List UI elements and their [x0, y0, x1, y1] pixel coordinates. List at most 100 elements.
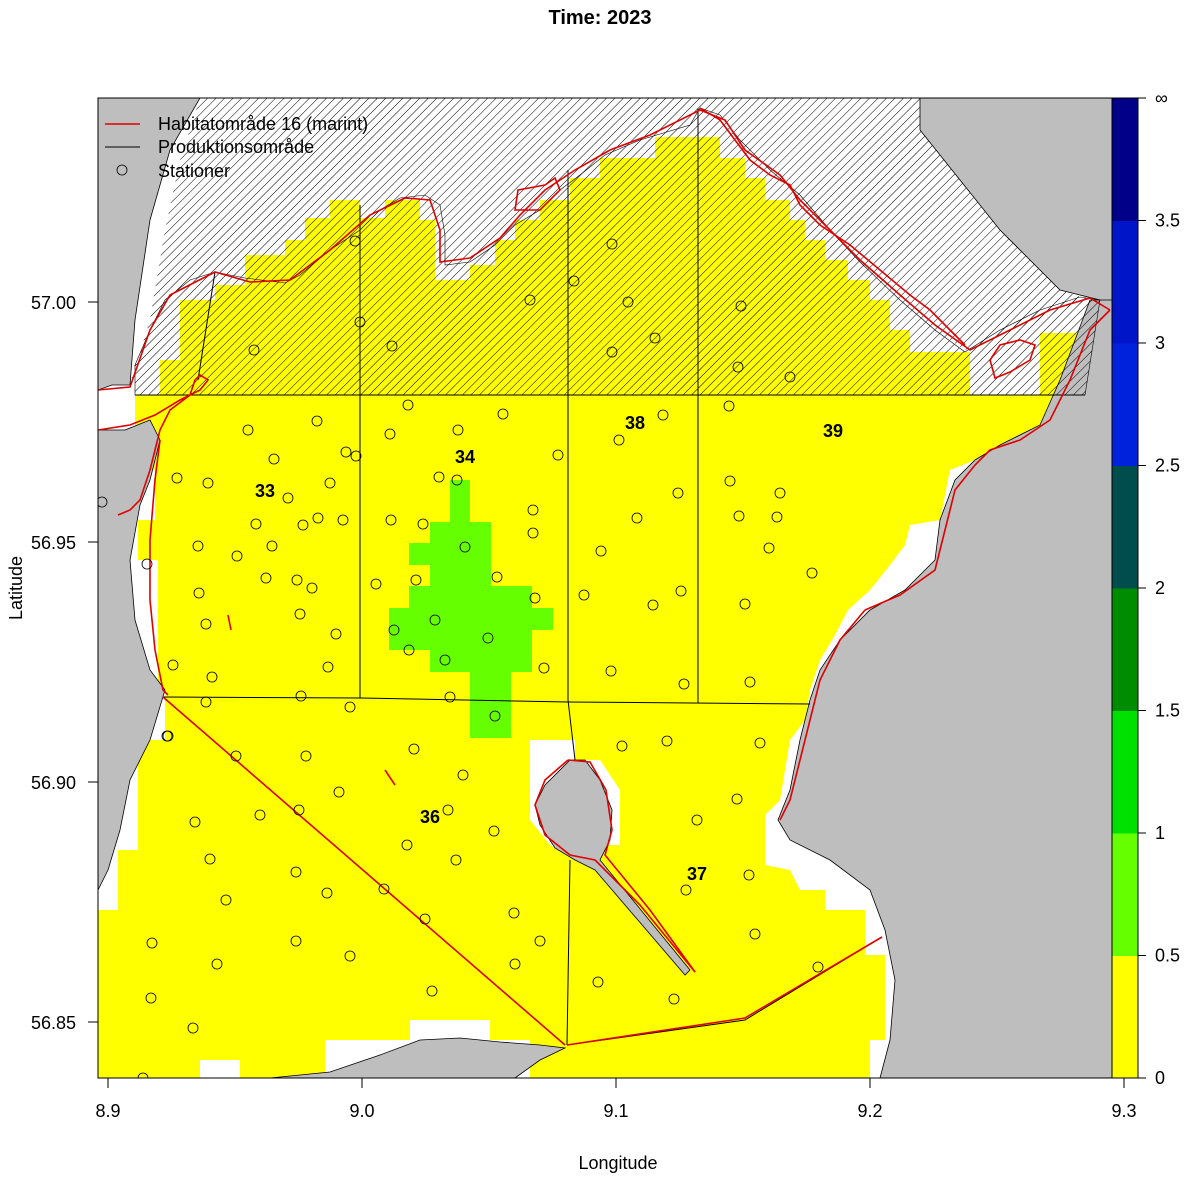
station-marker	[784, 371, 796, 383]
station-marker	[568, 275, 580, 287]
station-marker	[724, 475, 736, 487]
station-marker	[204, 853, 216, 865]
chart-title: Time: 2023	[548, 7, 651, 29]
station-marker	[171, 472, 183, 484]
station-marker	[691, 814, 703, 826]
y-tick-label: 56.95	[31, 533, 76, 553]
station-marker	[385, 514, 397, 526]
station-marker	[408, 743, 420, 755]
colorbar-label: 3	[1155, 333, 1165, 353]
station-marker	[386, 340, 398, 352]
station-marker	[242, 424, 254, 436]
colorbar-label: ∞	[1155, 88, 1168, 108]
legend-production-label: Produktionsområde	[158, 137, 314, 157]
x-tick-label: 9.1	[603, 1101, 628, 1121]
station-marker	[220, 894, 232, 906]
legend-station-icon	[116, 164, 128, 176]
station-marker	[731, 793, 743, 805]
x-tick-label: 8.9	[95, 1101, 120, 1121]
station-marker	[282, 492, 294, 504]
station-marker	[647, 599, 659, 611]
station-marker	[167, 659, 179, 671]
station-marker	[451, 474, 463, 486]
station-marker	[294, 608, 306, 620]
colorbar-bin	[1112, 833, 1138, 956]
station-marker	[293, 804, 305, 816]
colorbar-label: 0	[1155, 1068, 1165, 1088]
colorbar-labels: 0 0.5 1 1.5 2 2.5 3 3.5 ∞	[1138, 88, 1180, 1088]
station-marker	[290, 935, 302, 947]
station-marker	[333, 786, 345, 798]
station-marker	[661, 735, 673, 747]
colorbar-bin	[1112, 710, 1138, 834]
station-marker	[744, 676, 756, 688]
colorbar-label: 0.5	[1155, 946, 1180, 966]
land-west-north	[98, 98, 201, 391]
colorbar-bin	[1112, 465, 1138, 589]
station-marker	[489, 710, 501, 722]
station-marker	[605, 665, 617, 677]
station-marker	[200, 696, 212, 708]
station-marker	[680, 884, 692, 896]
station-marker	[578, 589, 590, 601]
colorbar-label: 1	[1155, 823, 1165, 843]
station-marker	[739, 598, 751, 610]
station-marker	[291, 574, 303, 586]
station-marker	[340, 446, 352, 458]
station-marker	[763, 542, 775, 554]
station-marker	[527, 527, 539, 539]
station-marker	[429, 614, 441, 626]
station-marker	[723, 400, 735, 412]
x-tick-label: 9.0	[349, 1101, 374, 1121]
colorbar-bin	[1112, 220, 1138, 344]
x-tick-label: 9.2	[857, 1101, 882, 1121]
station-marker	[254, 809, 266, 821]
station-marker	[384, 428, 396, 440]
station-marker	[812, 961, 824, 973]
station-marker	[491, 571, 503, 583]
colorbar	[1111, 97, 1139, 1079]
station-marker	[433, 471, 445, 483]
y-axis	[88, 301, 99, 1023]
station-marker	[370, 578, 382, 590]
station-marker	[321, 887, 333, 899]
x-axis-title: Longitude	[578, 1153, 657, 1173]
station-marker	[552, 449, 564, 461]
station-marker	[444, 691, 456, 703]
value-raster-mid	[389, 480, 553, 738]
station-marker	[749, 928, 761, 940]
station-marker	[189, 816, 201, 828]
station-marker	[337, 514, 349, 526]
station-marker	[211, 958, 223, 970]
station-marker	[401, 839, 413, 851]
habitat-boundary	[98, 107, 1111, 1046]
station-marker	[290, 866, 302, 878]
station-marker	[613, 434, 625, 446]
station-marker	[300, 750, 312, 762]
station-marker	[497, 408, 509, 420]
station-marker	[231, 550, 243, 562]
y-tick-label: 56.90	[31, 773, 76, 793]
y-axis-title: Latitude	[6, 556, 26, 620]
station-marker	[248, 344, 260, 356]
station-marker	[193, 587, 205, 599]
station-marker	[457, 769, 469, 781]
station-marker	[410, 574, 422, 586]
colorbar-bin	[1112, 98, 1138, 221]
station-marker	[649, 332, 661, 344]
station-marker	[595, 545, 607, 557]
station-marker	[344, 950, 356, 962]
station-marker	[509, 958, 521, 970]
station-marker	[344, 701, 356, 713]
station-marker	[631, 512, 643, 524]
station-marker	[295, 690, 307, 702]
area-label: 37	[687, 864, 707, 884]
station-marker	[250, 518, 262, 530]
station-marker	[732, 361, 744, 373]
colorbar-label: 1.5	[1155, 701, 1180, 721]
station-marker	[330, 628, 342, 640]
station-marker	[735, 300, 747, 312]
colorbar-bin	[1112, 343, 1138, 466]
station-marker	[266, 540, 278, 552]
